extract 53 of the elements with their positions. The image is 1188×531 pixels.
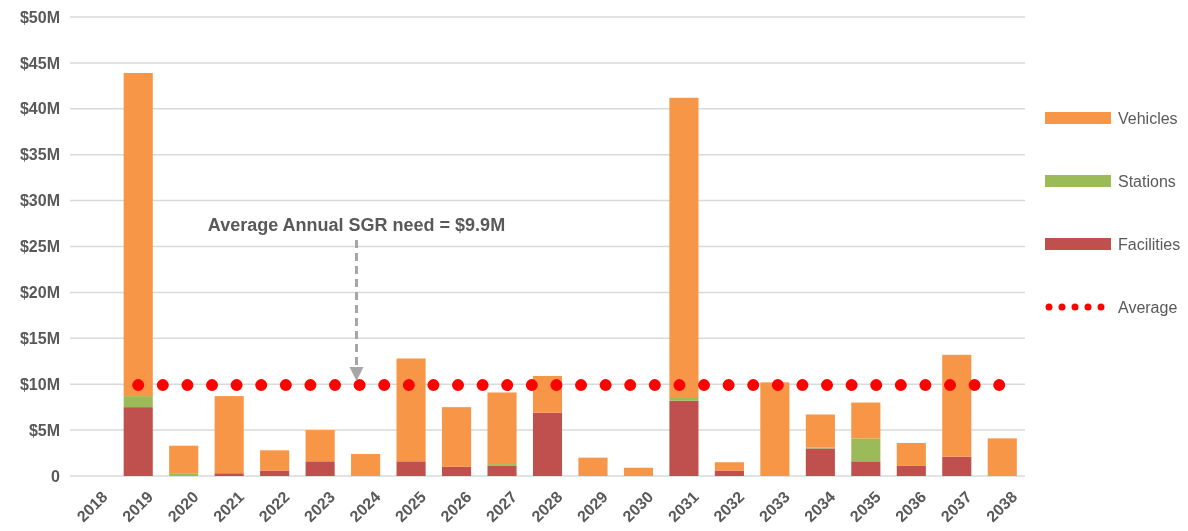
bar xyxy=(214,473,244,476)
y-tick-label: $50M xyxy=(19,8,60,26)
bar xyxy=(851,461,881,476)
bar xyxy=(805,448,835,476)
bar xyxy=(987,438,1017,476)
bar xyxy=(123,73,153,397)
bar xyxy=(123,396,153,408)
bar xyxy=(487,392,517,465)
y-tick-label: $40M xyxy=(19,100,60,118)
bar xyxy=(851,402,881,439)
y-tick-label: 0 xyxy=(51,467,61,485)
y-tick-label: $15M xyxy=(19,329,60,347)
bar xyxy=(442,407,472,467)
bar xyxy=(123,407,153,476)
bar xyxy=(532,412,563,476)
bar xyxy=(623,467,653,476)
bar xyxy=(942,354,972,457)
bar xyxy=(214,396,244,474)
legend-label: Facilities xyxy=(1118,236,1181,253)
bar xyxy=(442,466,472,476)
bar xyxy=(669,400,699,476)
y-tick-label: $35M xyxy=(19,146,60,164)
bar xyxy=(260,470,290,476)
legend-label: Average xyxy=(1118,299,1178,316)
bar xyxy=(169,445,199,474)
bar xyxy=(260,450,290,471)
y-tick-label: $20M xyxy=(19,284,60,301)
bar xyxy=(760,382,790,476)
bar xyxy=(669,397,699,401)
bar xyxy=(351,453,381,476)
bar xyxy=(396,461,426,476)
bar xyxy=(487,465,517,476)
y-tick-label: $25M xyxy=(19,238,60,256)
legend-label: Stations xyxy=(1118,173,1176,190)
bar xyxy=(169,473,199,476)
bar xyxy=(714,462,744,471)
bar xyxy=(714,470,744,476)
bar xyxy=(851,438,881,462)
bar xyxy=(669,97,699,398)
annotation: Average Annual SGR need = $9.9M xyxy=(207,215,506,235)
bar xyxy=(942,456,972,476)
y-tick-label: $45M xyxy=(19,54,60,72)
bar xyxy=(896,442,926,466)
bar xyxy=(896,465,926,476)
y-tick-label: $5M xyxy=(28,421,60,439)
bar xyxy=(805,414,835,448)
y-tick-label: $30M xyxy=(19,192,60,210)
bar xyxy=(578,457,608,476)
y-tick-label: $10M xyxy=(19,375,60,393)
bar xyxy=(396,358,426,462)
legend-label: Vehicles xyxy=(1118,110,1178,127)
bar xyxy=(305,430,335,462)
bar xyxy=(305,461,335,476)
